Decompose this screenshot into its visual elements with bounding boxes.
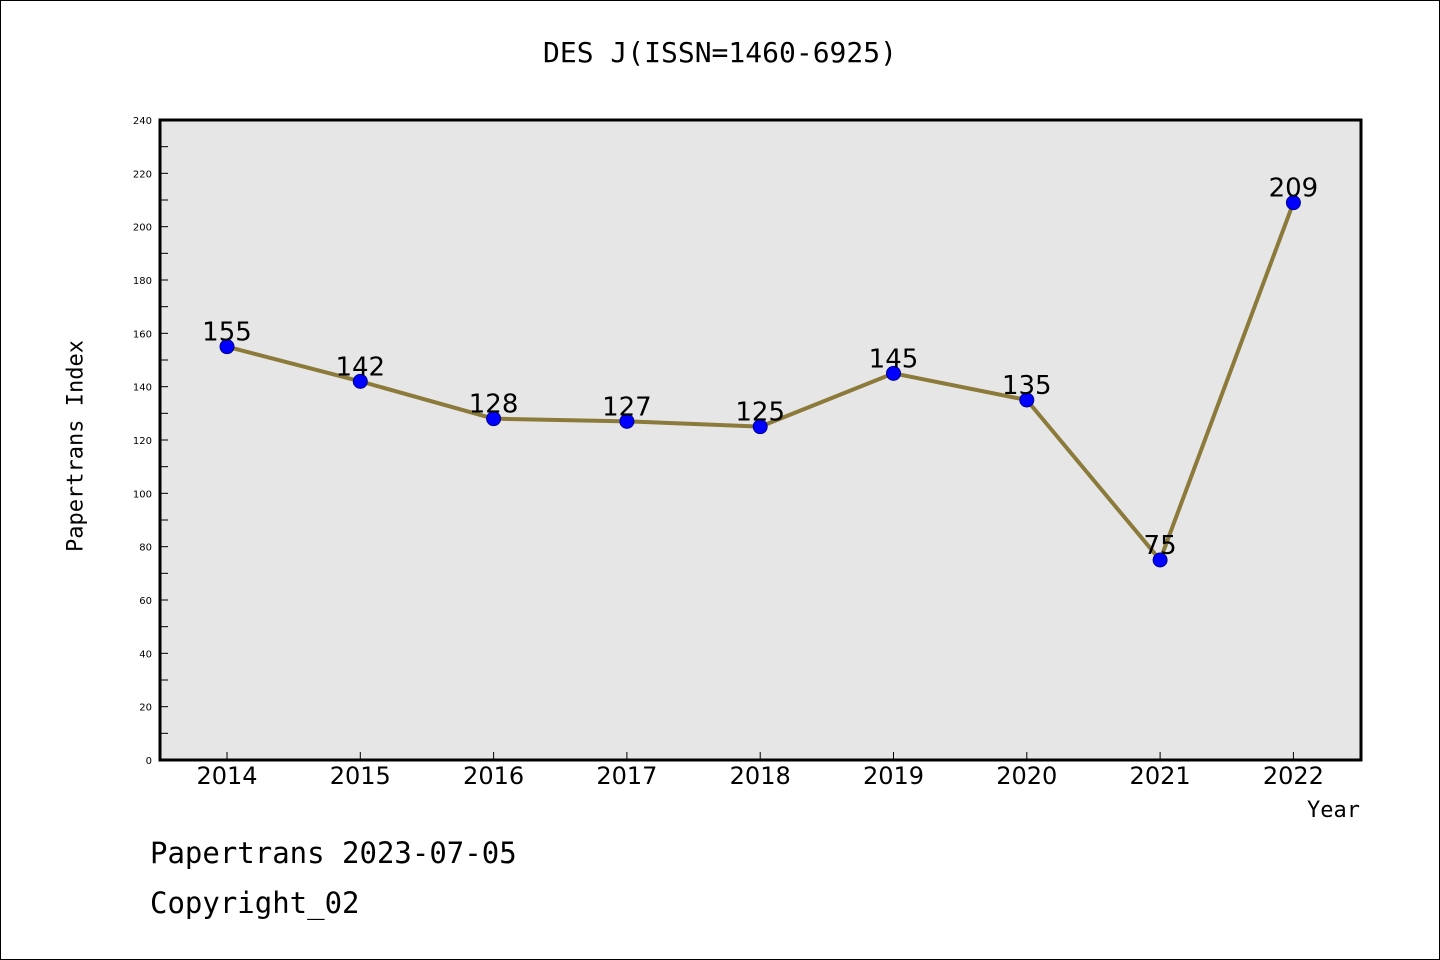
y-tick-label: 20 [139, 703, 152, 714]
data-label: 128 [469, 390, 519, 420]
data-point [1152, 552, 1168, 568]
data-label: 209 [1269, 174, 1319, 204]
x-tick-label: 2018 [730, 762, 791, 790]
x-tick-label: 2014 [196, 762, 257, 790]
y-tick-label: 60 [139, 596, 152, 607]
x-tick-label: 2016 [463, 762, 524, 790]
chart-title: DES J(ISSN=1460-6925) [542, 36, 897, 69]
footer-copyright: Copyright_02 [150, 886, 360, 920]
data-point [752, 419, 768, 435]
data-point [1285, 195, 1301, 211]
data-point [886, 365, 901, 381]
y-tick-label: 0 [146, 756, 152, 767]
y-tick-label: 240 [133, 116, 152, 127]
footer-date: Papertrans 2023-07-05 [150, 836, 517, 870]
y-tick-label: 80 [139, 543, 152, 554]
y-tick-label: 40 [139, 649, 152, 660]
data-label: 142 [335, 352, 385, 382]
y-tick-label: 140 [133, 383, 152, 394]
data-label: 155 [202, 318, 252, 348]
x-tick-label: 2017 [596, 762, 657, 790]
x-tick-label: 2019 [863, 762, 924, 790]
x-tick-label: 2022 [1263, 762, 1324, 790]
data-point [352, 373, 368, 389]
data-point [486, 411, 502, 427]
x-tick-label: 2015 [330, 762, 391, 790]
data-label: 127 [602, 392, 652, 422]
y-tick-label: 120 [133, 436, 152, 447]
data-label: 135 [1002, 371, 1052, 401]
data-label: 145 [869, 344, 919, 374]
data-point [1019, 392, 1035, 408]
data-label: 75 [1144, 531, 1177, 561]
x-tick-label: 2021 [1130, 762, 1191, 790]
y-tick-label: 200 [133, 223, 152, 234]
x-tick-label: 2020 [996, 762, 1057, 790]
y-tick-label: 100 [133, 489, 152, 500]
y-tick-label: 180 [133, 276, 152, 287]
plot-area [158, 118, 1363, 762]
data-label: 125 [735, 398, 785, 428]
data-point [219, 339, 235, 355]
y-tick-label: 220 [133, 169, 152, 180]
data-point [619, 413, 635, 429]
y-tick-label: 160 [133, 329, 152, 340]
x-axis-label: Year [1307, 798, 1360, 823]
